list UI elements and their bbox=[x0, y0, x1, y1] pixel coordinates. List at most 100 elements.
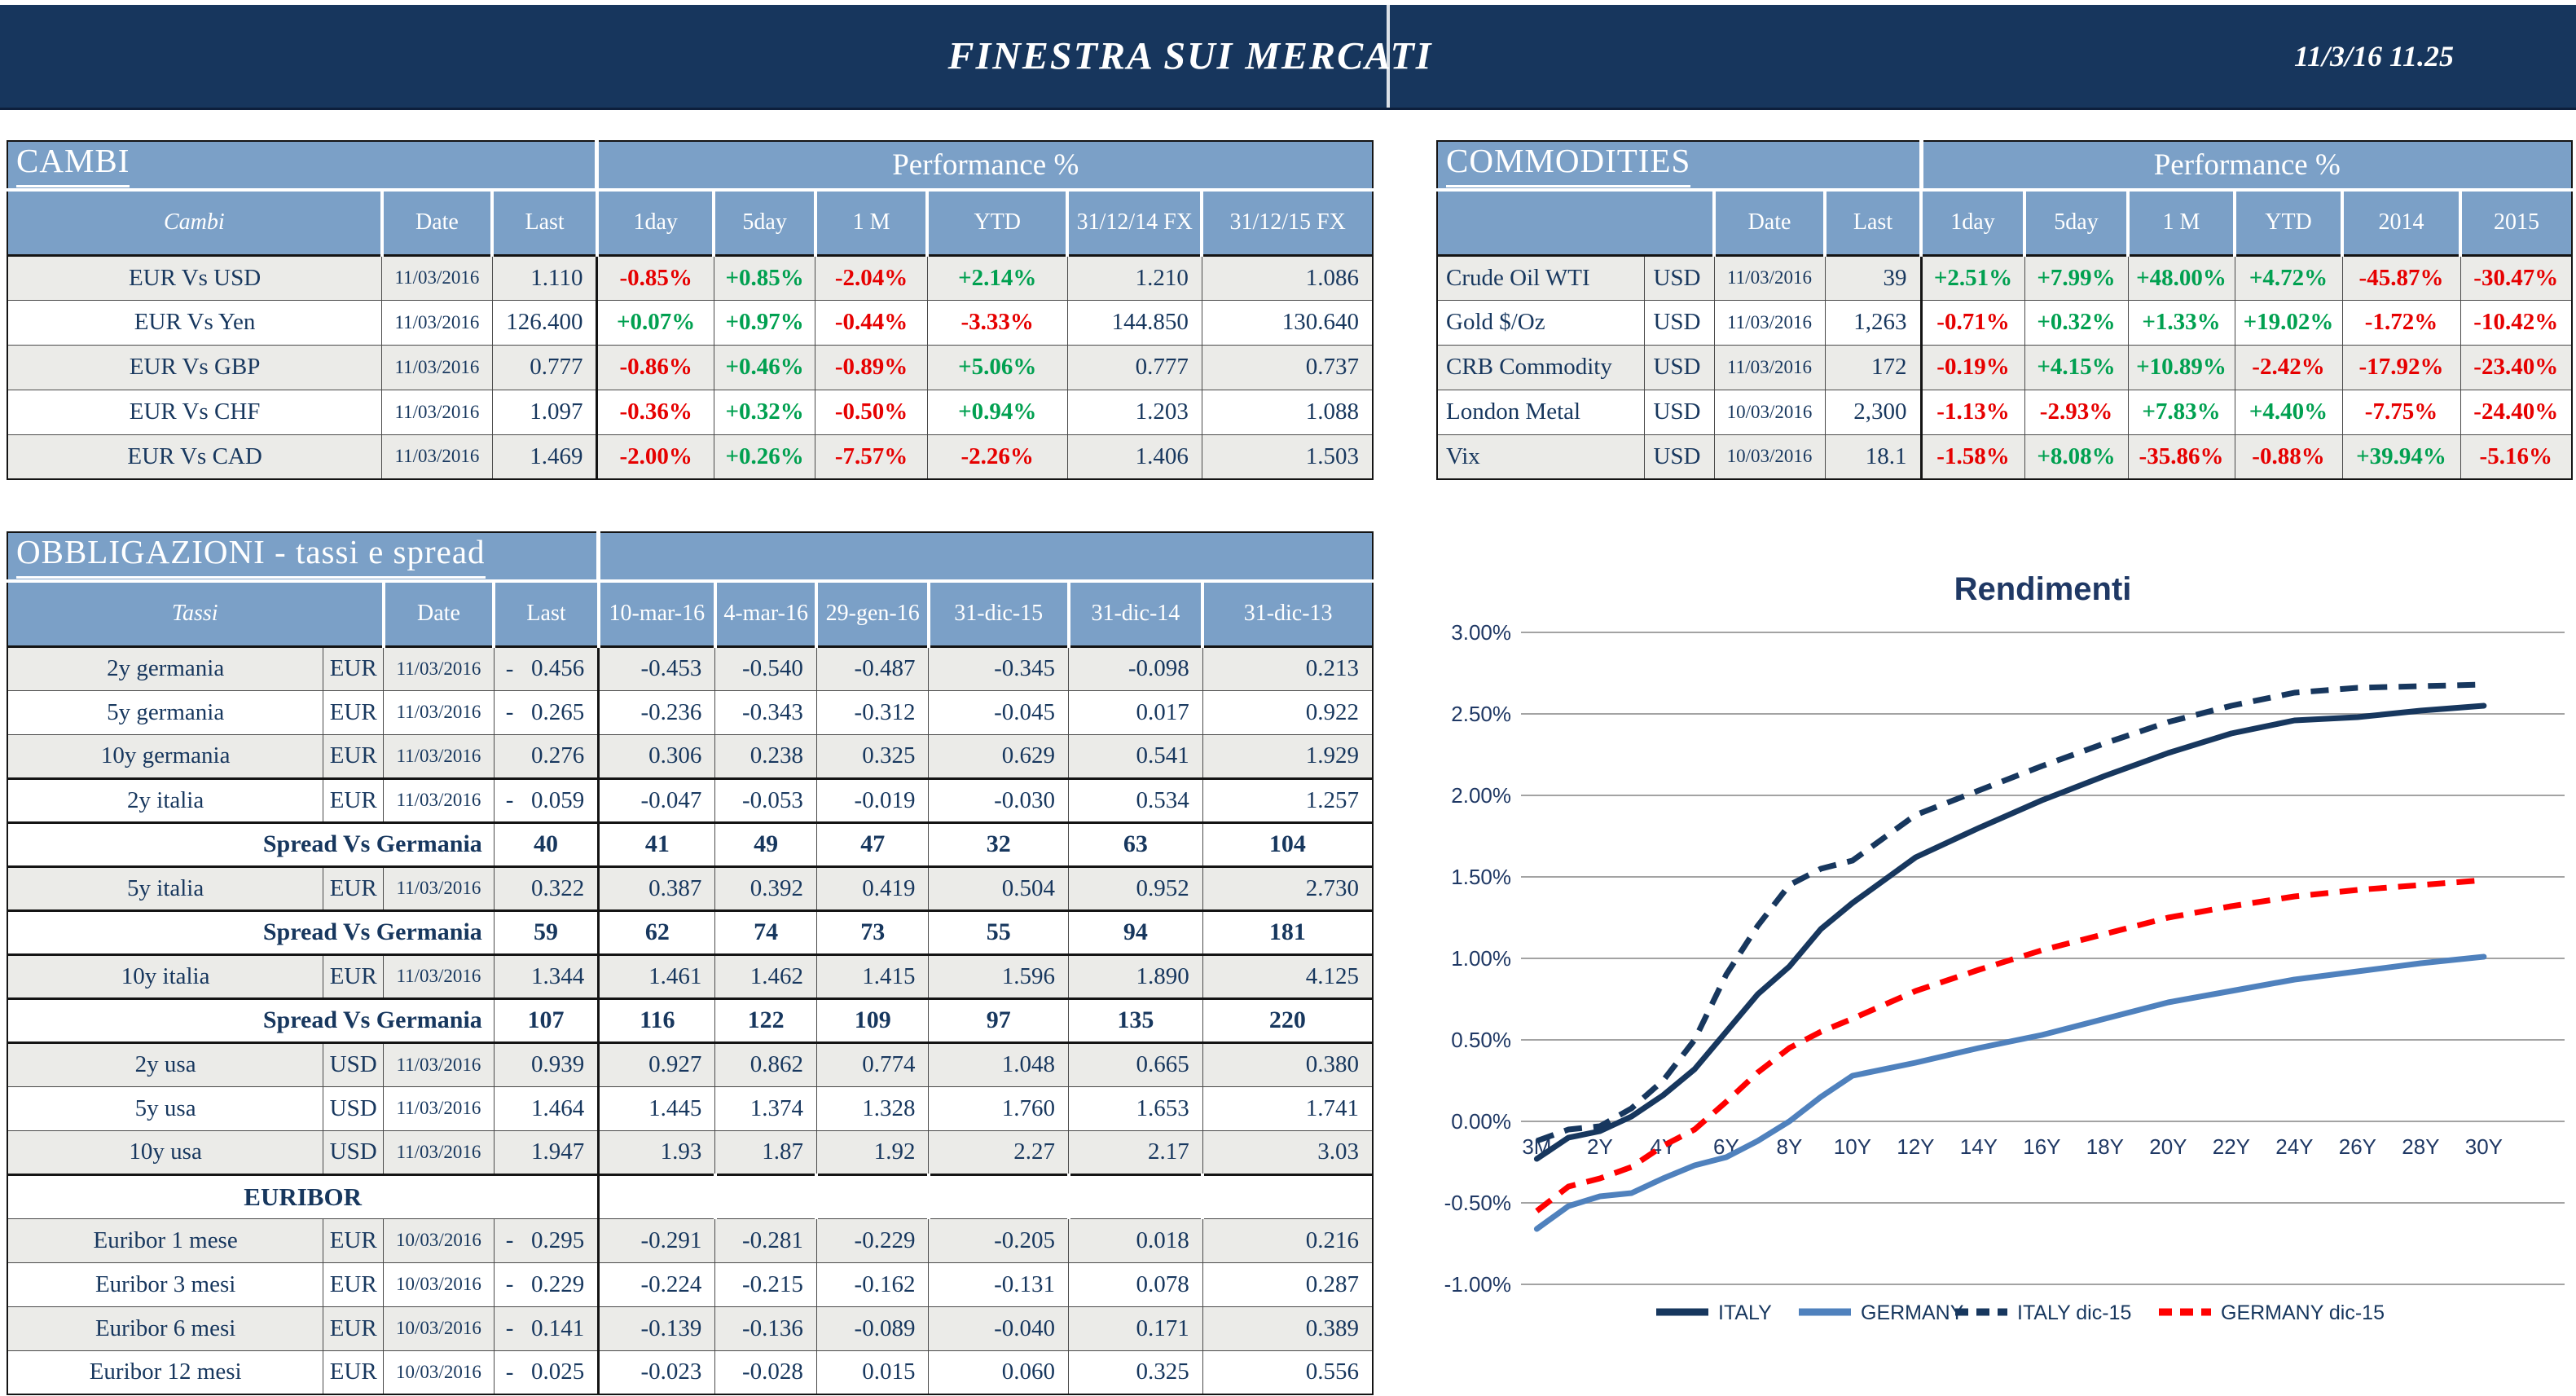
currency-cell: USD bbox=[1643, 254, 1715, 301]
value-cell: 1.653 bbox=[1068, 1086, 1203, 1131]
value-cell: 1.87 bbox=[714, 1130, 817, 1176]
column-header: YTD bbox=[2233, 190, 2344, 257]
cambi-title-row: CAMBI Performance % bbox=[7, 141, 1373, 192]
y-tick-label: 1.50% bbox=[1451, 865, 1511, 889]
euribor-column-header: 29-gen-16 bbox=[815, 1174, 930, 1219]
spread-value-cell: 122 bbox=[714, 997, 817, 1044]
value-cell: 0.774 bbox=[815, 1041, 930, 1087]
perf-cell: +0.85% bbox=[713, 254, 816, 301]
legend-label: GERMANY dic-15 bbox=[2221, 1301, 2385, 1324]
pair-name: EUR Vs CAD bbox=[7, 434, 383, 480]
column-header: Last bbox=[490, 190, 599, 257]
column-header: 1day bbox=[1919, 190, 2026, 257]
value-cell: 2.17 bbox=[1068, 1130, 1203, 1176]
currency-cell: EUR bbox=[323, 953, 385, 999]
table-row: Gold $/Oz USD 11/03/2016 1,263 -0.71% +0.32% +… bbox=[1436, 299, 2573, 346]
spread-value-cell: 47 bbox=[815, 821, 930, 868]
y-tick-label: 2.00% bbox=[1451, 783, 1511, 808]
perf-cell: -23.40% bbox=[2460, 344, 2573, 390]
commodity-name: Vix bbox=[1436, 434, 1645, 480]
currency-cell: USD bbox=[323, 1041, 385, 1087]
x-tick-label: 16Y bbox=[2023, 1134, 2060, 1159]
last-cell: 1.097 bbox=[491, 389, 598, 435]
spread-value-cell: 220 bbox=[1202, 997, 1374, 1044]
obbligazioni-header-row: Tassi Date Last 10-mar-16 4-mar-16 29-gen-16 3… bbox=[7, 581, 1374, 648]
spread-last-cell: 107 bbox=[493, 997, 600, 1044]
date-cell: 11/03/2016 bbox=[381, 344, 493, 390]
currency-cell: USD bbox=[1643, 299, 1715, 346]
last-value: 0.456 bbox=[531, 655, 585, 681]
y-tick-label: 1.00% bbox=[1451, 946, 1511, 971]
column-header: 1day bbox=[595, 190, 716, 257]
value-cell: 0.380 bbox=[1202, 1041, 1374, 1087]
date-cell: 11/03/2016 bbox=[381, 434, 493, 480]
perf-cell: -45.87% bbox=[2341, 254, 2461, 301]
x-tick-label: 30Y bbox=[2465, 1134, 2503, 1159]
perf-cell: +4.72% bbox=[2234, 254, 2343, 301]
bond-name: 10y italia bbox=[7, 953, 324, 999]
currency-cell: EUR bbox=[323, 1350, 385, 1395]
spread-value-cell: 74 bbox=[714, 909, 817, 956]
value-cell: 1.445 bbox=[597, 1086, 716, 1131]
commodity-name: Crude Oil WTI bbox=[1436, 254, 1645, 301]
table-row: CRB Commodity USD 11/03/2016 172 -0.19% +4.15… bbox=[1436, 344, 2573, 390]
perf-cell: -0.85% bbox=[596, 254, 714, 301]
value-cell: 1.462 bbox=[714, 953, 817, 999]
bond-name: 2y usa bbox=[7, 1041, 324, 1087]
euribor-column-header: 31-dic-15 bbox=[926, 1174, 1070, 1219]
euribor-column-header: 31-dic-14 bbox=[1066, 1174, 1203, 1219]
spread-label: Spread Vs Germania bbox=[7, 821, 495, 868]
currency-cell: EUR bbox=[323, 689, 385, 735]
spread-value-cell: 62 bbox=[597, 909, 716, 956]
column-header: Last bbox=[1823, 190, 1923, 257]
column-header: 4-mar-16 bbox=[713, 581, 819, 648]
value-cell: -0.236 bbox=[597, 689, 716, 735]
perf-cell: -2.00% bbox=[596, 434, 714, 480]
value-cell: 0.325 bbox=[815, 733, 930, 780]
last-cell: 126.400 bbox=[491, 299, 598, 346]
fx14-cell: 1.203 bbox=[1066, 389, 1202, 435]
perf-cell: +0.26% bbox=[713, 434, 816, 480]
value-cell: 0.389 bbox=[1202, 1306, 1374, 1351]
x-tick-label: 2Y bbox=[1587, 1134, 1613, 1159]
value-cell: 1.760 bbox=[928, 1086, 1070, 1131]
obbligazioni-section: OBBLIGAZIONI - tassi e spread Tassi Date La… bbox=[7, 531, 1374, 1395]
value-cell: 0.862 bbox=[714, 1041, 817, 1087]
perf-cell: -0.71% bbox=[1919, 299, 2025, 346]
value-cell: 2.27 bbox=[928, 1130, 1070, 1176]
table-row: Euribor 1 mese EUR 10/03/2016-0.295 -0.291-… bbox=[7, 1218, 1374, 1263]
pair-name: EUR Vs CHF bbox=[7, 389, 383, 435]
perf-cell: -1.72% bbox=[2341, 299, 2461, 346]
last-cell: 39 bbox=[1824, 254, 1922, 301]
obbligazioni-title-row: OBBLIGAZIONI - tassi e spread bbox=[7, 532, 1373, 583]
spread-value-cell: 109 bbox=[815, 997, 930, 1044]
bond-name: 2y germania bbox=[7, 645, 324, 691]
value-cell: 0.556 bbox=[1202, 1350, 1374, 1395]
spread-value-cell: 63 bbox=[1068, 821, 1203, 868]
last-value: 0.025 bbox=[531, 1359, 585, 1385]
value-cell: 0.325 bbox=[1068, 1350, 1203, 1395]
perf-cell: +7.99% bbox=[2024, 254, 2129, 301]
perf-cell: +0.94% bbox=[926, 389, 1068, 435]
last-cell: -0.059 bbox=[493, 777, 600, 823]
last-cell: 1.110 bbox=[491, 254, 598, 301]
value-cell: 0.629 bbox=[928, 733, 1070, 780]
perf-cell: -0.36% bbox=[596, 389, 714, 435]
value-cell: -0.229 bbox=[815, 1218, 930, 1263]
value-cell: -0.047 bbox=[597, 777, 716, 823]
perf-cell: -35.86% bbox=[2127, 434, 2235, 480]
value-cell: -0.224 bbox=[597, 1262, 716, 1307]
value-cell: 0.017 bbox=[1068, 689, 1203, 735]
value-cell: -0.019 bbox=[815, 777, 930, 823]
y-tick-label: 0.50% bbox=[1451, 1028, 1511, 1052]
commodities-table: COMMODITIES Performance % Date Last 1day 5day… bbox=[1436, 140, 2573, 480]
title-band-spacer bbox=[598, 532, 1373, 583]
series-line-ITALY dic-15 bbox=[1536, 681, 2484, 1144]
perf-cell: -2.42% bbox=[2234, 344, 2343, 390]
bond-name: 5y italia bbox=[7, 865, 324, 911]
last-value: 0.322 bbox=[531, 874, 585, 901]
report-datetime: 11/3/16 11.25 bbox=[2293, 40, 2454, 73]
value-cell: 1.92 bbox=[815, 1130, 930, 1176]
value-cell: -0.345 bbox=[928, 645, 1070, 691]
last-cell: 1.344 bbox=[493, 953, 600, 999]
